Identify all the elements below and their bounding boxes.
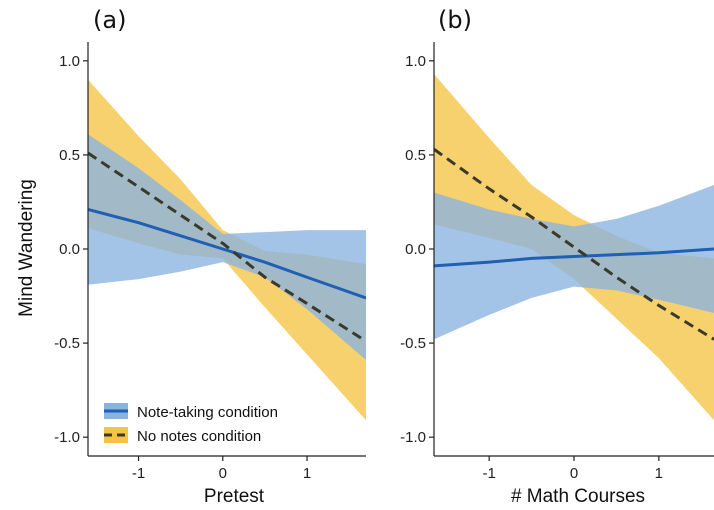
bands-a xyxy=(88,79,366,421)
y-tick-label-b-3: -0.5 xyxy=(400,335,426,352)
x-tick-label-b-0: -1 xyxy=(482,465,495,482)
panel-a-label: (a) xyxy=(93,6,126,34)
legend-entry-no-notes: No notes condition xyxy=(104,427,261,445)
y-tick-label-b-2: 0.0 xyxy=(405,241,426,258)
x-tick-label-a-1: 0 xyxy=(219,465,227,482)
legend-swatch-no-notes xyxy=(104,427,128,443)
panel-b-plot-area: 1.0 0.5 0.0 -0.5 -1.0 -1 0 1 xyxy=(400,42,714,482)
y-tick-label-a-0: 1.0 xyxy=(59,53,80,70)
y-tick-label-a-4: -1.0 xyxy=(54,429,80,446)
x-tick-label-b-2: 1 xyxy=(655,465,663,482)
confidence-band-note-taking-b xyxy=(434,185,714,340)
y-tick-label-b-1: 0.5 xyxy=(405,147,426,164)
y-tick-label-a-1: 0.5 xyxy=(59,147,80,164)
x-tick-label-b-1: 0 xyxy=(570,465,578,482)
y-tick-label-b-4: -1.0 xyxy=(400,429,426,446)
x-tick-label-a-0: -1 xyxy=(132,465,145,482)
x-tick-label-a-2: 1 xyxy=(303,465,311,482)
series-line-no-notes-b xyxy=(434,148,714,341)
y-axis-title: Mind Wandering xyxy=(16,179,37,317)
legend-label-note-taking: Note-taking condition xyxy=(137,404,278,421)
series-line-note-taking-a xyxy=(88,208,366,300)
panel-a-plot-area: 1.0 0.5 0.0 -0.5 -1.0 -1 0 1 xyxy=(54,42,366,482)
legend: Note-taking condition No notes condition xyxy=(104,403,278,445)
y-tick-label-a-2: 0.0 xyxy=(59,241,80,258)
series-line-no-notes-a xyxy=(88,151,366,343)
bands-b xyxy=(434,73,714,421)
panel-a: (a) Mind Wandering Pretest 1.0 0.5 0.0 -0.5… xyxy=(16,6,366,507)
panel-b-label: (b) xyxy=(438,6,472,34)
y-tick-label-b-0: 1.0 xyxy=(405,53,426,70)
y-tick-label-a-3: -0.5 xyxy=(54,335,80,352)
panel-b: (b) # Math Courses 1.0 0.5 0.0 -0.5 -1.0 -1 0 1 xyxy=(400,6,714,507)
legend-label-no-notes: No notes condition xyxy=(137,428,261,445)
legend-entry-note-taking: Note-taking condition xyxy=(104,403,278,421)
panel-a-x-axis-title: Pretest xyxy=(204,486,265,507)
panel-b-x-axis-title: # Math Courses xyxy=(511,486,645,507)
series-line-note-taking-b xyxy=(434,247,714,268)
